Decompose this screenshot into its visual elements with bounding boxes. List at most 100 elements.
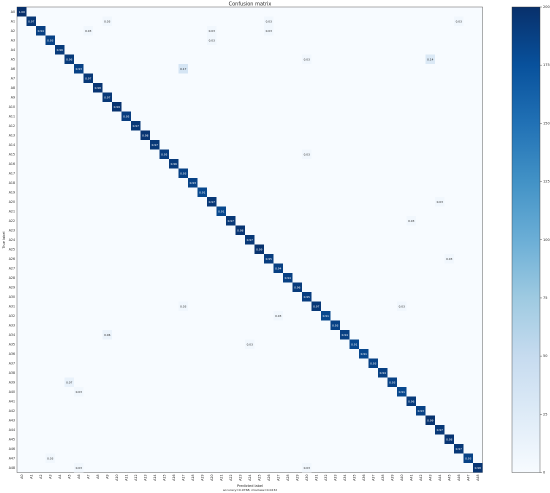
cell bbox=[197, 187, 207, 197]
cell-label: 0.03 bbox=[446, 257, 452, 261]
cell bbox=[178, 64, 188, 74]
y-tick-label: A7 bbox=[11, 76, 15, 80]
cell bbox=[416, 406, 426, 416]
cell-label: 0.03 bbox=[47, 456, 53, 460]
cell bbox=[64, 54, 74, 64]
cell bbox=[245, 235, 255, 245]
cell-label: 0.03 bbox=[209, 29, 215, 33]
y-tick-label: A16 bbox=[9, 162, 15, 166]
cell-label: 0.03 bbox=[304, 466, 310, 470]
cell-label: 0.99 bbox=[114, 105, 120, 109]
y-tick-label: A32 bbox=[9, 314, 15, 318]
cell bbox=[302, 149, 312, 159]
cell bbox=[406, 396, 416, 406]
x-tick-label: A3 bbox=[48, 475, 52, 479]
cell-label: 0.97 bbox=[247, 238, 253, 242]
cell-label: 0.96 bbox=[408, 399, 414, 403]
x-tick-label: A9 bbox=[105, 475, 109, 479]
cell bbox=[169, 159, 179, 169]
x-tick-label: A0 bbox=[20, 475, 24, 479]
x-tick-label: A27 bbox=[276, 475, 280, 481]
cell bbox=[254, 244, 264, 254]
cell-label: 0.94 bbox=[342, 333, 348, 337]
y-tick-label: A31 bbox=[9, 304, 15, 308]
y-tick-label: A19 bbox=[9, 190, 15, 194]
cell bbox=[340, 330, 350, 340]
cell bbox=[292, 282, 302, 292]
colorbar-tick-label: 75 bbox=[543, 296, 547, 300]
cell-label: 0.97 bbox=[104, 95, 110, 99]
cell bbox=[311, 301, 321, 311]
cell bbox=[26, 16, 36, 26]
cell bbox=[207, 35, 217, 45]
cell bbox=[45, 453, 55, 463]
cell-label: 0.97 bbox=[85, 76, 91, 80]
x-axis-label: Predicted label bbox=[237, 484, 263, 488]
x-tick-label: A31 bbox=[314, 475, 318, 481]
x-tick-label: A14 bbox=[153, 475, 157, 481]
cell bbox=[131, 121, 141, 131]
y-tick-label: A27 bbox=[9, 266, 15, 270]
cell-label: 0.99 bbox=[256, 247, 262, 251]
cell bbox=[273, 311, 283, 321]
cell-label: 0.93 bbox=[389, 380, 395, 384]
cell bbox=[273, 263, 283, 273]
cell-label: 0.96 bbox=[171, 162, 177, 166]
y-tick-label: A43 bbox=[9, 418, 15, 422]
cell-label: 0.97 bbox=[152, 143, 158, 147]
x-tick-label: A29 bbox=[295, 475, 299, 481]
cell-label: 0.03 bbox=[266, 19, 272, 23]
cell-label: 0.97 bbox=[228, 219, 234, 223]
cell-label: 0.98 bbox=[95, 86, 101, 90]
x-tick-label: A42 bbox=[419, 475, 423, 481]
y-tick-label: A36 bbox=[9, 352, 15, 356]
colorbar-tick-label: 0 bbox=[543, 471, 545, 475]
x-tick-label: A24 bbox=[248, 475, 252, 481]
y-tick-label: A47 bbox=[9, 456, 15, 460]
colorbar-tick-label: 100 bbox=[543, 238, 550, 242]
cell-label: 0.03 bbox=[209, 38, 215, 42]
cell-label: 0.03 bbox=[85, 29, 91, 33]
y-tick-label: A20 bbox=[9, 200, 15, 204]
y-tick-label: A48 bbox=[9, 466, 15, 470]
cell bbox=[387, 377, 397, 387]
chart-title: Confusion matrix bbox=[229, 2, 272, 8]
cell-label: 0.03 bbox=[180, 304, 186, 308]
y-tick-label: A3 bbox=[11, 38, 15, 42]
y-tick-label: A44 bbox=[9, 428, 15, 432]
x-tick-label: A30 bbox=[305, 475, 309, 481]
cell bbox=[112, 102, 122, 112]
cell-label: 0.97 bbox=[437, 428, 443, 432]
cell-label: 0.14 bbox=[427, 57, 433, 61]
cell bbox=[140, 130, 150, 140]
y-tick-label: A41 bbox=[9, 399, 15, 403]
cell bbox=[55, 45, 65, 55]
x-tick-label: A32 bbox=[324, 475, 328, 481]
y-tick-label: A4 bbox=[11, 48, 15, 52]
x-tick-label: A7 bbox=[86, 475, 90, 479]
cell bbox=[93, 83, 103, 93]
cell-label: 0.93 bbox=[465, 456, 471, 460]
cell-label: 0.03 bbox=[247, 342, 253, 346]
x-tick-label: A43 bbox=[428, 475, 432, 481]
cell-label: 0.03 bbox=[76, 466, 82, 470]
y-tick-label: A10 bbox=[9, 105, 15, 109]
cell bbox=[264, 26, 274, 36]
cell-label: 0.94 bbox=[285, 276, 291, 280]
y-tick-label: A24 bbox=[9, 238, 15, 242]
y-tick-label: A5 bbox=[11, 57, 15, 61]
y-tick-label: A34 bbox=[9, 333, 15, 337]
cell bbox=[121, 111, 131, 121]
x-tick-label: A5 bbox=[67, 475, 71, 479]
x-tick-label: A6 bbox=[77, 475, 81, 479]
cell bbox=[302, 463, 312, 473]
y-tick-label: A38 bbox=[9, 371, 15, 375]
x-tick-label: A40 bbox=[400, 475, 404, 481]
cell bbox=[235, 225, 245, 235]
y-tick-label: A40 bbox=[9, 390, 15, 394]
x-tick-label: A39 bbox=[390, 475, 394, 481]
cell bbox=[64, 377, 74, 387]
y-tick-label: A29 bbox=[9, 285, 15, 289]
cell bbox=[45, 35, 55, 45]
y-tick-label: A33 bbox=[9, 323, 15, 327]
